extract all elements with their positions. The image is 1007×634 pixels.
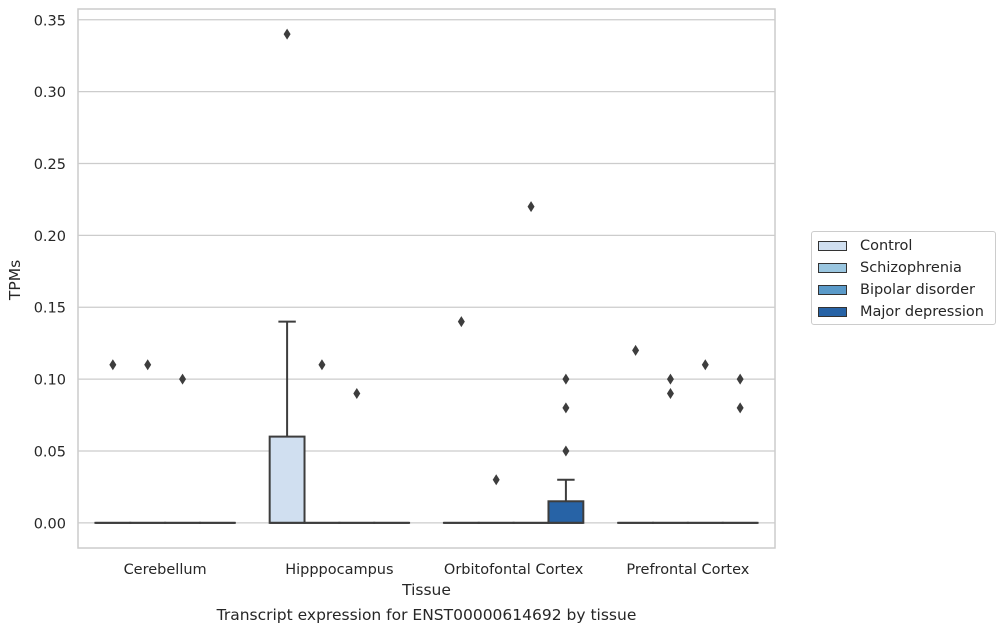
legend-swatch-control [818,241,847,251]
chart-caption: Transcript expression for ENST0000061469… [216,606,637,624]
legend-item-bipolar-disorder: Bipolar disorder [818,281,975,299]
legend-item-major-depression: Major depression [818,303,984,321]
outlier-point [283,28,291,40]
plot-frame [77,8,776,549]
box-body [547,500,585,524]
outlier-point [701,359,709,371]
x-tick-label: Cerebellum [124,562,207,578]
outlier-markers [109,28,744,486]
legend-swatch-bipolar-disorder [818,285,847,295]
x-tick-label: Prefrontal Cortex [626,562,749,578]
x-tick-label: Orbitofontal Cortex [444,562,584,578]
outlier-point [562,373,570,385]
y-tick-label: 0.35 [34,13,66,29]
legend-item-control: Control [818,237,912,255]
box-body [268,435,306,524]
outlier-point [457,316,465,328]
box-plot-marks [94,320,759,524]
outlier-point [632,344,640,356]
y-tick-label: 0.30 [34,85,66,101]
x-axis-label: Tissue [401,581,451,599]
y-tick-label: 0.15 [34,301,66,317]
outlier-point [318,359,326,371]
outlier-point [562,402,570,414]
legend-item-schizophrenia: Schizophrenia [818,259,962,277]
legend-swatch-major-depression [818,307,847,317]
legend-label-major-depression: Major depression [860,304,984,320]
gridlines [78,19,775,524]
outlier-point [666,387,674,399]
outlier-point [144,359,152,371]
y-tick-label: 0.25 [34,157,66,173]
legend-label-control: Control [860,238,913,254]
x-tick-label: Hipppocampus [285,562,393,578]
outlier-point [179,373,187,385]
y-tick-label: 0.10 [34,373,66,389]
box-control [268,320,306,524]
legend-label-schizophrenia: Schizophrenia [860,260,962,276]
x-axis-ticks: Cerebellum Hipppocampus Orbitofontal Corte… [124,562,750,578]
y-axis-label: TPMs [6,260,24,301]
outlier-point [562,445,570,457]
outlier-point [492,474,500,486]
legend-swatch-schizophrenia [818,263,847,273]
y-tick-label: 0.05 [34,444,66,460]
outlier-point [736,402,744,414]
y-tick-label: 0.00 [34,516,66,532]
box-major-depression [547,478,585,524]
outlier-point [527,201,535,213]
outlier-point [736,373,744,385]
chart-legend: Control Schizophrenia Bipolar disorder M… [811,231,996,325]
legend-label-bipolar-disorder: Bipolar disorder [860,282,975,298]
outlier-point [353,387,361,399]
outlier-point [109,359,117,371]
y-axis-ticks: 0.00 0.05 0.10 0.15 0.20 0.25 0.30 0.35 [34,13,66,532]
outlier-point [666,373,674,385]
y-tick-label: 0.20 [34,229,66,245]
